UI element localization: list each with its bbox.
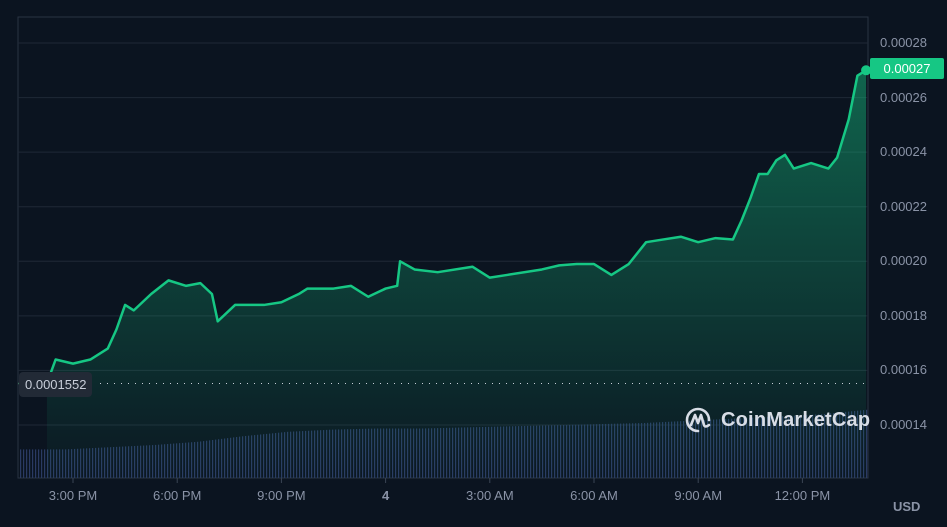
baseline-price-badge: 0.0001552 [19,372,93,397]
x-tick-label: 9:00 AM [674,488,723,503]
currency-label: USD [893,499,921,514]
x-tick-label: 4 [381,488,390,503]
y-tick-label: 0.00026 [880,89,927,105]
price-line [45,69,867,384]
y-tick-label: 0.00018 [880,307,927,323]
x-tick-label: 6:00 AM [570,488,618,503]
x-tick-label: 12:00 PM [774,488,831,503]
y-tick-label: 0.00028 [880,35,927,50]
price-area-fill [46,70,867,478]
x-tick-label: 9:00 PM [257,488,306,503]
y-tick-label: 0.00014 [880,416,927,432]
x-tick-label: 3:00 PM [48,488,98,503]
current-price-badge: 0.00027 [870,58,944,79]
brand-name: CoinMarketCap [721,408,871,431]
y-tick-label: 0.00016 [880,362,927,378]
y-tick-label: 0.00022 [880,198,927,214]
x-tick-marks [72,478,803,483]
x-tick-label: 6:00 PM [152,488,202,503]
coinmarketcap-watermark: CoinMarketCap [683,405,870,435]
x-tick-label: 3:00 AM [465,488,514,503]
coinmarketcap-logo-icon [685,407,711,433]
current-price-dot [861,65,872,76]
y-tick-label: 0.00024 [880,144,927,160]
y-tick-label: 0.00020 [880,253,927,269]
